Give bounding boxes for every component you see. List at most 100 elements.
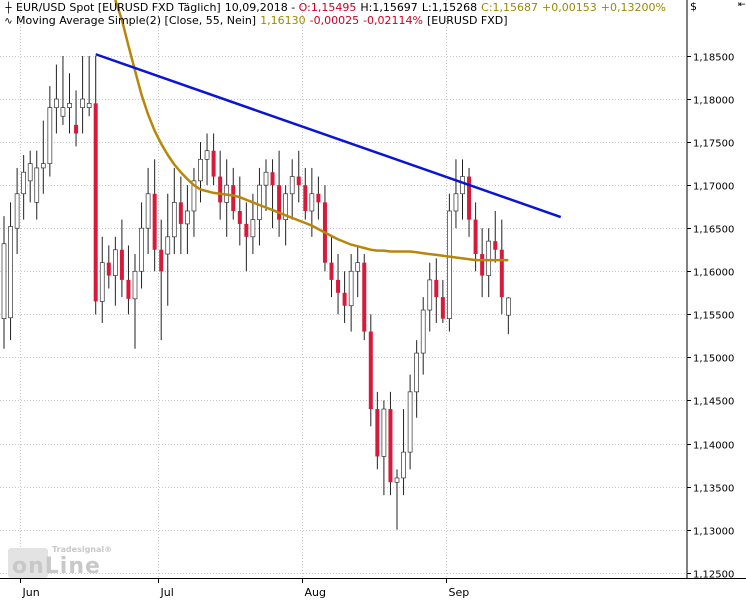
candle-body	[355, 262, 361, 272]
moving-average-layer	[114, 0, 509, 262]
price-legend[interactable]: ┼ EUR/USD Spot [EURUSD FXD Täglich] 10,09,2…	[3, 1, 666, 16]
candle-body	[480, 254, 485, 276]
candle-body	[263, 171, 269, 186]
candle-body	[348, 270, 354, 307]
candle	[427, 262, 433, 332]
candle-body	[420, 309, 426, 354]
candle-body	[427, 279, 433, 311]
candle	[420, 297, 426, 375]
candle-body	[303, 185, 308, 211]
price-axis[interactable]: 1,12500 1,13000 1,13500 1,14000 1,14500 1,150…	[686, 0, 734, 581]
candle-body	[237, 210, 242, 224]
y-tick-label: 1,13000	[693, 527, 734, 538]
candlesticks	[1, 55, 511, 530]
candle	[99, 236, 105, 323]
time-axis[interactable]: Jun Jul Aug Sep	[0, 578, 746, 599]
candle	[60, 55, 66, 125]
candle-body	[296, 176, 301, 186]
candle	[250, 193, 256, 255]
candle	[198, 142, 203, 203]
candle-body	[257, 184, 262, 220]
candle-body	[47, 107, 53, 164]
candle	[460, 159, 465, 220]
candle-body	[106, 262, 111, 276]
candle-body	[185, 210, 190, 225]
candle-body	[126, 279, 131, 299]
axis-toolbar: $ ⇤	[687, 0, 746, 14]
line-series-icon: ∿	[4, 16, 13, 27]
candle-body	[277, 185, 282, 220]
candle-body	[362, 262, 367, 332]
y-tick-label: 1,16500	[693, 225, 734, 236]
zoom-icon[interactable]: ⇤	[738, 0, 746, 10]
candle	[244, 202, 249, 272]
y-tick-label: 1,18500	[693, 53, 734, 64]
candle-body	[460, 176, 465, 195]
candle-body	[342, 292, 347, 306]
high-value: H:1,15697	[360, 1, 418, 14]
candle	[322, 185, 327, 272]
y-tick-label: 1,12500	[693, 570, 734, 581]
candle-body	[191, 180, 197, 212]
logo-sub-text: Tradesignal®	[52, 545, 113, 554]
candle	[447, 193, 452, 332]
change-pct: +0,13200%	[600, 1, 666, 14]
tradesignal-logo: onLine Tradesignal®	[8, 542, 112, 579]
candle	[54, 64, 59, 134]
open-value: O:1,15495	[298, 1, 357, 14]
candle	[329, 236, 334, 298]
candle-body	[178, 202, 183, 224]
candle	[499, 219, 504, 315]
candle	[381, 400, 387, 496]
candle	[178, 176, 183, 255]
candle	[355, 245, 361, 298]
candle-body	[375, 409, 380, 457]
candle-body	[244, 223, 249, 237]
candle-body	[401, 451, 406, 479]
candle-body	[218, 176, 223, 203]
candle	[394, 469, 400, 530]
x-tick-label: Jun	[22, 586, 40, 599]
currency-icon[interactable]: $	[690, 0, 697, 13]
candle-body	[309, 193, 315, 212]
candle	[67, 73, 72, 134]
candle	[368, 314, 373, 427]
candle	[80, 55, 85, 134]
candle	[191, 167, 197, 237]
ma-value: 1,16130	[260, 14, 306, 27]
candle	[388, 391, 393, 496]
candle	[316, 176, 321, 220]
candle	[93, 55, 98, 315]
candle	[27, 150, 33, 203]
candle-body	[60, 107, 66, 117]
ma-change-pct: -0,02114%	[363, 14, 423, 27]
candle	[40, 120, 46, 194]
candle	[440, 279, 445, 323]
candle	[257, 167, 262, 246]
candlestick-icon: ┼	[5, 3, 12, 14]
candle	[139, 202, 144, 289]
candle-body	[388, 409, 393, 483]
moving-average-line	[114, 0, 509, 262]
ma-legend[interactable]: ∿ Moving Average Simple(2) [Close, 55, Ne…	[3, 14, 508, 29]
candle	[336, 254, 341, 315]
candle	[106, 245, 111, 289]
candle-body	[368, 331, 373, 410]
candle	[407, 374, 413, 470]
candle-body	[250, 219, 256, 238]
candle	[342, 271, 347, 323]
legend-date: 10,09,2018	[224, 1, 288, 14]
candle-body	[493, 241, 498, 250]
candle-body	[112, 249, 118, 276]
candle-body	[486, 240, 492, 276]
candle	[211, 133, 216, 186]
y-tick-label: 1,18000	[693, 96, 734, 107]
candle-body	[198, 158, 203, 182]
ma-source: [EURUSD FXD]	[427, 14, 508, 27]
candle-body	[159, 249, 164, 272]
candle-body	[165, 236, 171, 255]
candle-body	[270, 172, 275, 186]
candle	[8, 202, 13, 341]
candle	[132, 254, 138, 349]
